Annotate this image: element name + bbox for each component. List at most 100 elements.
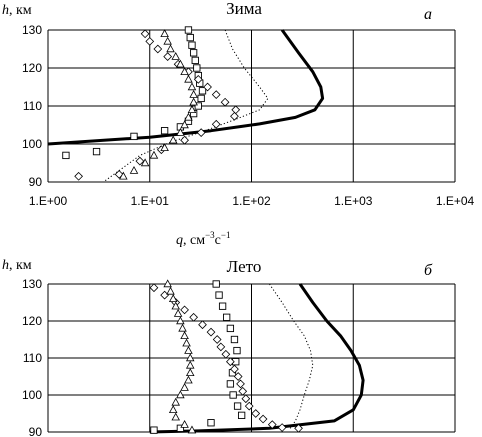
y-tick-label: 100 [22, 388, 42, 402]
square-point [212, 280, 220, 288]
series-bottom [149, 279, 365, 434]
y-tick-label: 130 [22, 23, 42, 37]
square-point [218, 302, 227, 310]
square-point [130, 132, 138, 141]
diamond-point [244, 401, 254, 411]
triangle-point [140, 158, 150, 167]
diamond-point [160, 290, 169, 300]
diamond-point [198, 320, 207, 330]
triangle-point [173, 308, 183, 317]
diamond-point [216, 342, 226, 352]
triangle-point [149, 150, 159, 159]
series-dotted-line [268, 283, 314, 429]
diamond-point [189, 312, 199, 322]
square-point [186, 33, 194, 42]
triangle-point [178, 323, 187, 332]
square-point [226, 380, 235, 388]
series-thick-line [149, 283, 365, 434]
triangle-point [168, 405, 178, 413]
series-thick-line [47, 29, 325, 146]
square-point [188, 41, 196, 49]
x-tick-label: 1.E+04 [436, 194, 475, 208]
square-point [226, 324, 235, 333]
square-point [62, 151, 70, 160]
diamond-point [153, 44, 163, 54]
square-point [233, 402, 242, 410]
diamond-point [180, 305, 189, 315]
x-tick-label: 1.E+02 [232, 194, 271, 208]
title-bottom: Лето [227, 257, 262, 276]
series-top [47, 26, 325, 183]
x-tick-label: 1.E+00 [29, 194, 68, 208]
square-point [160, 127, 169, 135]
square-point [233, 346, 241, 355]
diamond-point [241, 394, 251, 404]
triangle-point [168, 294, 178, 302]
triangle-point [176, 59, 185, 68]
triangle-point [129, 165, 139, 174]
triangle-point [168, 135, 178, 144]
y-tick-label: 110 [23, 99, 42, 113]
y-tick-label: 120 [22, 314, 42, 328]
diamond-point [230, 111, 239, 121]
diamond-point [193, 75, 203, 84]
triangle-point [185, 360, 195, 369]
square-point [215, 291, 223, 299]
y-tick-label: 130 [22, 277, 42, 291]
triangle-point [184, 74, 193, 83]
diamond-point [74, 171, 83, 181]
square-point [193, 64, 201, 72]
triangle-point [187, 82, 197, 91]
xlabel-top: q, см−3c−1 [176, 230, 230, 248]
y-tick-label: 110 [23, 351, 42, 365]
x-ticks-top: 1.E+00 1.E+01 1.E+02 1.E+03 1.E+04 [29, 194, 475, 208]
triangle-point [185, 368, 195, 376]
triangle-point [160, 143, 169, 151]
square-point [198, 87, 207, 95]
triangle-point [119, 171, 128, 180]
y-ticks-bottom: 90 100 110 120 130 [22, 277, 42, 437]
diamond-point [236, 379, 245, 389]
diamond-point [212, 335, 222, 344]
diamond-point [180, 135, 189, 145]
triangle-point [171, 51, 180, 60]
triangle-point [171, 301, 180, 310]
diamond-point [196, 128, 206, 137]
diamond-point [206, 327, 216, 337]
triangle-point [182, 338, 191, 347]
diamond-point [251, 409, 261, 418]
diamond-point [230, 364, 239, 374]
triangle-point [180, 331, 189, 339]
square-point [230, 335, 239, 344]
triangle-point [171, 397, 180, 406]
square-point [176, 424, 185, 432]
panel-top: h, км Зима a 90 100 110 120 130 1.E+00 1.E+01… [2, 0, 475, 248]
y-tick-label: 90 [29, 175, 43, 189]
triangle-point [176, 127, 185, 136]
square-point [229, 391, 237, 399]
triangle-point [180, 419, 189, 428]
triangle-point [163, 279, 172, 288]
diamond-point [277, 423, 287, 432]
triangle-point [184, 345, 193, 354]
triangle-point [176, 390, 185, 399]
diamond-point [145, 37, 155, 46]
xlabel-text: q, см−3c−1 [176, 230, 230, 248]
diamond-point [203, 82, 212, 92]
diamond-point [140, 29, 150, 39]
grid-bottom [47, 283, 456, 433]
diamond-point [233, 372, 243, 381]
triangle-point [189, 97, 198, 106]
y-tick-label: 100 [22, 137, 42, 151]
triangle-point [166, 44, 175, 53]
triangle-point [189, 89, 198, 98]
triangle-point [180, 67, 189, 75]
square-point [184, 26, 193, 34]
x-tick-label: 1.E+01 [131, 194, 170, 208]
diamond-point [231, 105, 241, 115]
triangle-point [180, 120, 189, 129]
triangle-point [180, 382, 189, 391]
x-tick-label: 1.E+03 [334, 194, 373, 208]
ylabel-bottom: h, км [2, 258, 32, 273]
diamond-point [258, 414, 268, 424]
